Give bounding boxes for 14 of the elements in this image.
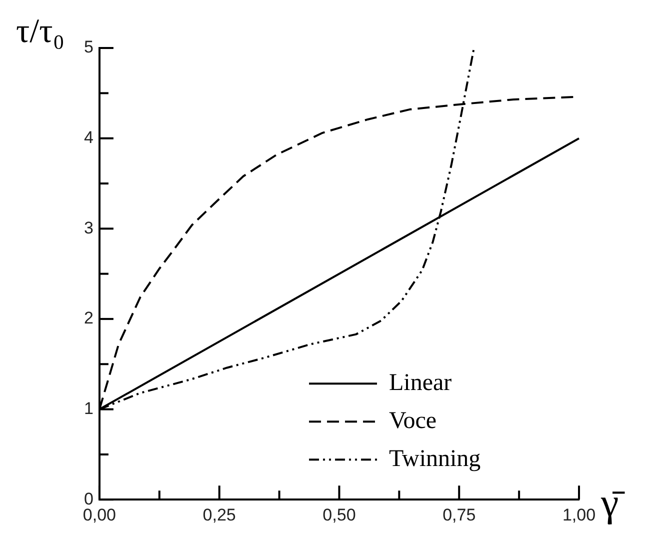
y-tick-label: 2 — [84, 308, 94, 328]
y-tick-label: 3 — [84, 218, 94, 238]
x-axis-title: γ̄ — [600, 480, 626, 526]
x-tick-label: 1,00 — [562, 505, 596, 524]
y-tick-label: 1 — [84, 398, 94, 418]
y-axis-title: τ/τ₀ — [16, 12, 65, 50]
x-tick-label: 0,25 — [202, 505, 236, 524]
legend-label: Voce — [389, 408, 437, 434]
y-tick-label: 5 — [84, 38, 94, 57]
x-tick-label: 0,75 — [442, 505, 476, 524]
x-tick-label: 0,50 — [322, 505, 356, 524]
legend-label: Twinning — [389, 446, 481, 472]
y-tick-label: 4 — [84, 128, 94, 148]
legend-label: Linear — [389, 370, 452, 396]
